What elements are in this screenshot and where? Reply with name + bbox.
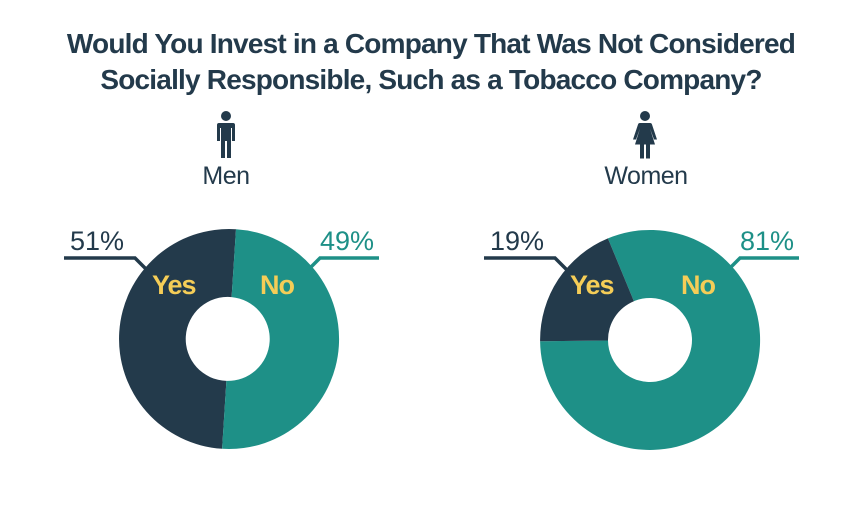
women-yes-label: Yes — [570, 270, 615, 300]
men-no-percent: 49% — [320, 226, 375, 256]
women-no-percent: 81% — [740, 226, 795, 256]
male-icon — [217, 111, 235, 158]
chart-title: Would You Invest in a Company That Was N… — [0, 26, 862, 98]
men-no-leader-line — [304, 256, 379, 274]
men-yes-leader-line — [64, 256, 152, 275]
women-no-leader-line — [724, 256, 799, 274]
men-yes-percent: 51% — [70, 226, 125, 256]
women-no-segment — [540, 229, 761, 450]
men-yes-label: Yes — [152, 270, 197, 300]
men-yes-segment — [119, 228, 236, 449]
men-no-label: No — [260, 270, 295, 300]
women-yes-percent: 19% — [490, 226, 545, 256]
men-no-segment — [222, 229, 340, 450]
women-yes-leader-line — [484, 256, 572, 275]
women-donut — [540, 229, 761, 450]
title-line-1: Would You Invest in a Company That Was N… — [66, 28, 796, 59]
women-label: Women — [604, 162, 688, 190]
female-icon — [633, 111, 657, 159]
title-line-2: Socially Responsible, Such as a Tobacco … — [100, 64, 762, 95]
men-label: Men — [202, 162, 250, 190]
women-no-label: No — [681, 270, 716, 300]
men-donut — [119, 228, 340, 450]
women-yes-segment — [540, 238, 634, 342]
